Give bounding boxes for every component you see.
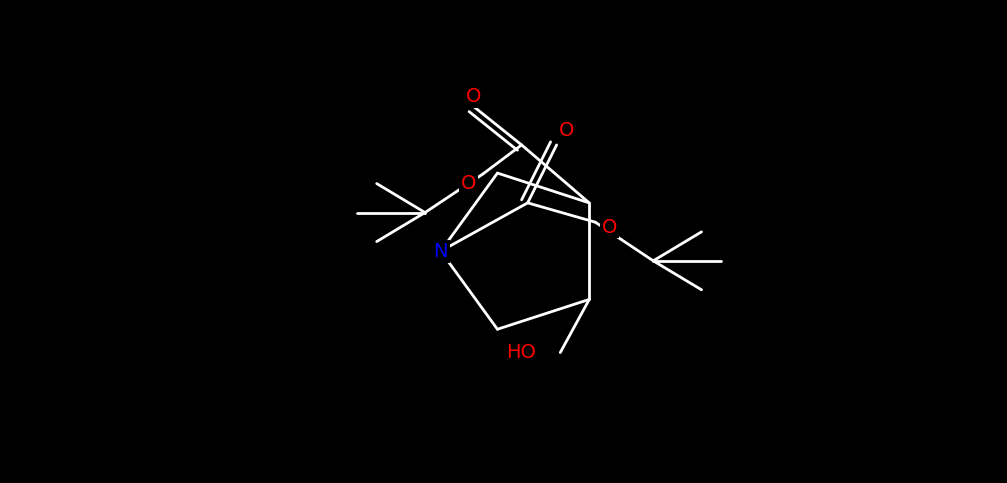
Text: O: O	[559, 121, 574, 140]
Text: HO: HO	[507, 343, 536, 362]
Text: O: O	[461, 174, 476, 193]
Text: O: O	[465, 87, 481, 106]
Text: O: O	[602, 217, 617, 237]
Text: N: N	[433, 242, 448, 261]
